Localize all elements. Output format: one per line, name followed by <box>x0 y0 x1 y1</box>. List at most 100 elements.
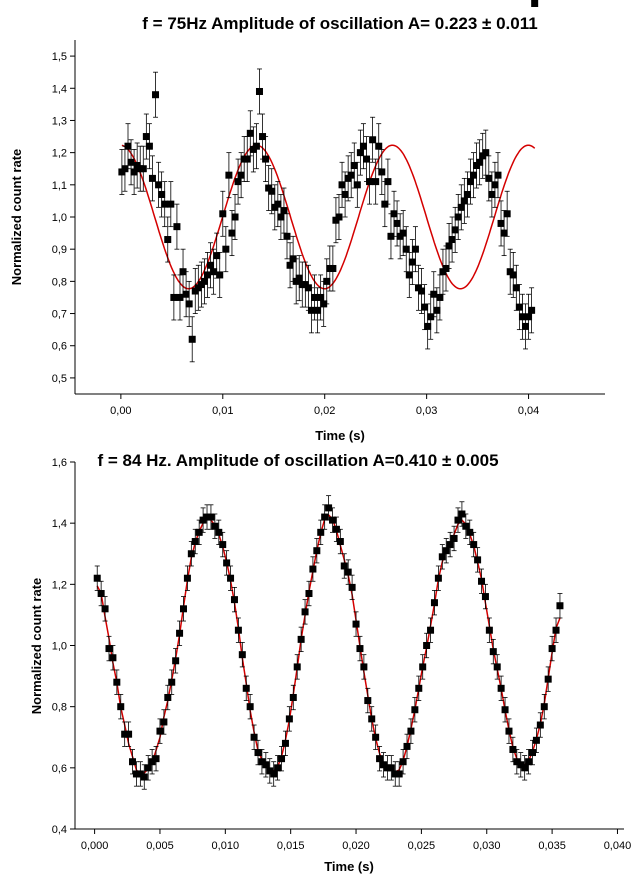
point-marker <box>454 516 462 524</box>
data-point <box>338 161 346 208</box>
point-marker <box>231 213 239 221</box>
data-point <box>457 184 465 231</box>
y-tick-label: 0,8 <box>52 702 67 714</box>
point-marker <box>274 200 282 208</box>
point-marker <box>234 178 242 186</box>
point-marker <box>222 245 230 253</box>
point-marker <box>497 684 505 692</box>
point-marker <box>364 697 372 705</box>
point-marker <box>281 739 289 747</box>
point-marker <box>225 171 233 179</box>
data-point <box>234 617 242 643</box>
data-point <box>356 635 364 662</box>
data-point <box>168 669 176 695</box>
x-tick-label: 0,035 <box>538 840 566 852</box>
data-point <box>411 697 419 723</box>
point-marker <box>262 155 270 163</box>
point-marker <box>105 645 113 653</box>
point-marker <box>252 142 260 150</box>
points-group-top <box>118 0 539 363</box>
point-marker <box>289 255 297 263</box>
point-marker <box>418 287 426 295</box>
point-marker <box>113 678 121 686</box>
point-marker <box>270 770 278 778</box>
point-marker <box>387 764 395 772</box>
point-marker <box>445 242 453 250</box>
point-marker <box>130 168 138 176</box>
x-tick-label: 0,01 <box>212 405 233 417</box>
data-point <box>536 712 544 738</box>
data-point <box>415 675 423 701</box>
data-point <box>466 158 474 205</box>
data-point <box>442 538 450 564</box>
point-marker <box>421 303 429 311</box>
point-marker <box>246 703 254 711</box>
data-point <box>434 565 442 591</box>
data-point <box>466 519 474 545</box>
data-point <box>522 303 529 350</box>
point-marker <box>274 764 282 772</box>
data-point <box>556 593 564 619</box>
point-marker <box>237 171 245 179</box>
y-tick-label: 1,1 <box>52 180 67 192</box>
data-point <box>372 724 380 750</box>
data-point <box>448 216 456 263</box>
point-marker <box>427 313 435 321</box>
data-point <box>470 152 478 199</box>
data-point <box>160 709 168 735</box>
data-point <box>364 687 372 714</box>
point-marker <box>436 293 444 301</box>
point-marker <box>311 293 319 301</box>
point-marker <box>393 219 401 227</box>
data-point <box>176 620 184 646</box>
point-marker <box>454 213 462 221</box>
point-marker <box>356 149 364 157</box>
data-point <box>185 280 193 327</box>
point-marker <box>317 528 325 536</box>
data-point <box>450 525 458 552</box>
data-point <box>258 749 266 775</box>
point-marker <box>340 562 348 570</box>
data-point <box>350 142 358 189</box>
point-marker <box>460 197 468 205</box>
point-marker <box>259 133 267 141</box>
point-marker <box>268 187 276 195</box>
point-marker <box>407 727 415 735</box>
point-marker <box>438 553 446 561</box>
data-point <box>505 718 513 744</box>
point-marker <box>381 200 389 208</box>
point-marker <box>433 306 441 314</box>
point-marker <box>219 210 227 218</box>
x-tick-label: 0,04 <box>518 405 539 417</box>
point-marker <box>474 556 482 564</box>
data-point <box>353 161 361 208</box>
point-marker <box>434 574 442 582</box>
data-point <box>199 507 207 533</box>
point-marker <box>532 736 540 744</box>
point-marker <box>457 203 465 211</box>
point-marker <box>399 229 407 237</box>
point-marker <box>378 168 386 176</box>
point-marker <box>522 322 529 330</box>
point-marker <box>161 200 169 208</box>
point-marker <box>405 271 413 279</box>
point-marker <box>156 727 164 735</box>
fit-curve-bottom <box>96 513 561 776</box>
data-point <box>438 544 446 570</box>
data-point <box>262 136 270 183</box>
point-marker <box>158 190 166 198</box>
y-tick-label: 0,4 <box>52 824 67 836</box>
point-marker <box>203 513 211 521</box>
data-point <box>170 274 178 321</box>
point-marker <box>366 178 374 186</box>
point-marker <box>476 158 484 166</box>
data-point <box>117 694 125 720</box>
data-point <box>411 226 419 273</box>
y-tick-label: 1,2 <box>52 579 67 591</box>
data-point <box>297 626 305 653</box>
point-marker <box>307 306 315 314</box>
point-marker <box>200 277 208 285</box>
point-marker <box>335 213 343 221</box>
point-marker <box>466 178 474 186</box>
point-marker <box>451 226 459 234</box>
